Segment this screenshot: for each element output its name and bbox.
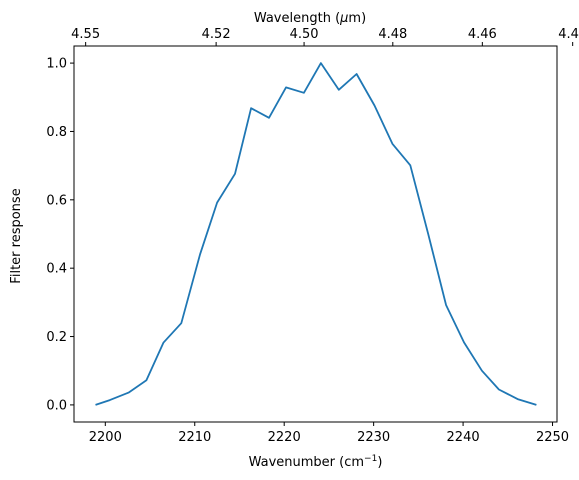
y-tick-label: 0.4 [46,262,67,277]
left-axis-ticks: 0.0 0.2 0.4 0.6 0.8 1.0 [46,57,74,413]
data-point [498,389,500,391]
data-point [463,341,465,343]
data-point [199,253,201,255]
data-point [216,202,218,204]
x-tick-label: 2210 [178,430,211,445]
data-point [535,404,537,406]
data-point [109,399,111,401]
plot-frame [73,45,558,423]
data-point [517,398,519,400]
top-axis-label: Wavelength (μm) [254,11,366,26]
bottom-axis-ticks: 2200 2210 2220 2230 2240 2250 [89,422,569,445]
y-tick-label: 0.0 [46,398,67,413]
top-tick-label: 4.50 [290,27,319,42]
y-tick-label: 0.6 [46,193,67,208]
data-point [234,173,236,175]
x-tick-label: 2200 [89,430,122,445]
filter-response-series-line [95,62,537,406]
x-tick-label: 2240 [447,430,480,445]
data-point [391,143,393,145]
y-tick-label: 0.2 [46,330,67,345]
x-tick-label: 2220 [268,430,301,445]
data-point [128,392,130,394]
top-tick-label: 4.52 [202,27,231,42]
top-tick-label: 4.44 [558,27,579,42]
x-tick-label: 2230 [357,430,390,445]
top-axis-ticks: 4.55 4.52 4.50 4.48 4.46 4.44 [71,27,579,46]
y-tick-label: 1.0 [46,57,67,72]
data-point [445,304,447,306]
y-axis-label: Filter response [9,188,24,283]
data-point [338,89,340,91]
data-point [320,62,322,64]
data-point [268,117,270,119]
data-point [481,370,483,372]
data-point [145,379,147,381]
data-point [162,342,164,344]
x-axis-label: Wavenumber (cm−1) [249,454,383,470]
data-point [374,104,376,106]
data-point [409,164,411,166]
data-point [303,92,305,94]
data-point [94,404,96,406]
top-tick-label: 4.55 [71,27,100,42]
data-point [285,86,287,88]
data-point [180,322,182,324]
y-tick-label: 0.8 [46,125,67,140]
top-tick-label: 4.46 [468,27,497,42]
top-tick-label: 4.48 [378,27,407,42]
x-tick-label: 2250 [536,430,569,445]
data-point [427,233,429,235]
data-point [356,73,358,75]
data-point [250,107,252,109]
